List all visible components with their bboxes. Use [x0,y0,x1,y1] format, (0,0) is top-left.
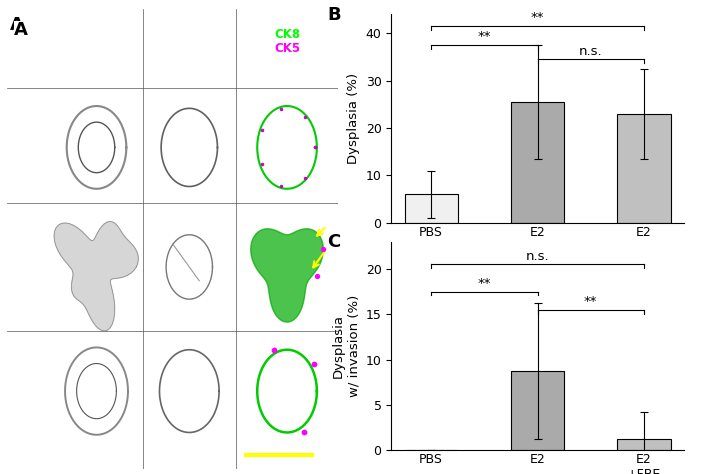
Point [268,346,279,354]
Text: **: ** [477,277,491,290]
Text: n.s.: n.s. [526,250,549,263]
Bar [618,439,670,450]
Polygon shape [251,229,324,322]
Text: CK5: CK5 [274,42,300,55]
Text: A: A [11,17,24,35]
Text: CK8: CK8 [274,28,300,41]
Text: CK8: CK8 [82,42,110,55]
Bar [511,372,564,450]
Y-axis label: Dysplasia
w/ invasion (%): Dysplasia w/ invasion (%) [332,295,360,397]
Bar [618,114,670,223]
Point [318,245,329,252]
Polygon shape [54,222,138,331]
Point [298,428,309,436]
Bar [405,194,458,223]
Text: n.s.: n.s. [579,45,603,57]
Text: **: ** [477,30,491,43]
Text: E2 + FBE: E2 + FBE [22,374,32,427]
Point [308,360,319,367]
Text: CK5: CK5 [176,42,203,55]
Text: PBS: PBS [22,133,32,157]
Text: **: ** [531,11,544,24]
Text: **: ** [584,295,598,308]
Text: C: C [327,233,340,251]
Text: A: A [13,21,27,39]
Point [311,273,322,280]
Text: E2: E2 [22,259,32,274]
Bar [511,102,564,223]
Y-axis label: Dysplasia (%): Dysplasia (%) [347,73,360,164]
Text: B: B [327,6,341,24]
